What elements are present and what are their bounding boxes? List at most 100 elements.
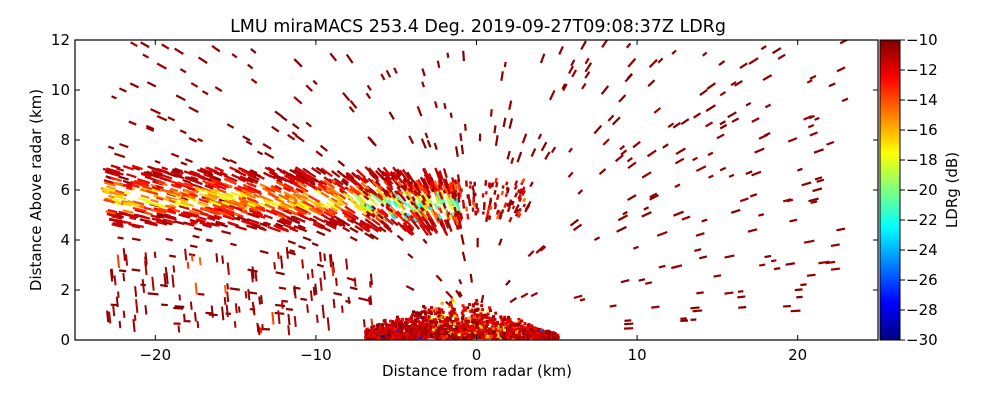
data-point	[103, 179, 115, 185]
data-point	[515, 208, 520, 214]
data-point	[438, 336, 442, 340]
data-point	[128, 120, 137, 126]
data-point	[448, 328, 452, 332]
data-point	[384, 327, 388, 331]
data-point	[180, 201, 194, 208]
data-point	[440, 195, 444, 201]
data-point	[112, 305, 116, 317]
data-point	[285, 246, 289, 259]
data-point	[440, 308, 444, 312]
data-point	[459, 327, 463, 331]
data-point	[514, 180, 519, 186]
data-point	[453, 179, 458, 185]
data-point	[449, 304, 453, 308]
data-point	[479, 312, 483, 316]
data-point	[456, 174, 461, 183]
data-point	[459, 213, 463, 220]
data-point	[508, 216, 513, 223]
data-point	[516, 320, 520, 324]
data-point	[191, 207, 203, 213]
data-point	[446, 336, 450, 340]
data-point	[579, 298, 586, 302]
data-point	[402, 332, 406, 336]
data-point	[119, 142, 129, 149]
data-point	[276, 219, 286, 225]
data-point	[280, 255, 284, 269]
data-point	[373, 211, 378, 216]
data-point	[333, 203, 343, 211]
data-point	[331, 266, 335, 277]
data-point	[555, 334, 559, 338]
data-point	[436, 60, 441, 69]
data-point	[178, 204, 190, 211]
data-point	[409, 336, 413, 340]
data-point	[207, 183, 215, 189]
data-point	[234, 169, 247, 177]
data-point	[291, 131, 298, 137]
data-point	[653, 107, 662, 114]
data-point	[183, 184, 196, 191]
data-point	[429, 306, 433, 310]
data-point	[237, 205, 245, 210]
data-point	[474, 302, 478, 306]
data-point	[442, 184, 448, 194]
data-point	[403, 183, 408, 188]
data-point	[444, 332, 448, 336]
data-point	[259, 327, 263, 334]
data-point	[448, 214, 453, 220]
data-point	[427, 205, 432, 211]
data-point	[482, 322, 486, 326]
data-point	[473, 331, 477, 335]
data-point	[247, 289, 251, 301]
data-point	[389, 330, 393, 334]
data-point	[549, 331, 553, 335]
data-point	[522, 203, 527, 208]
data-point	[448, 318, 452, 322]
data-point	[503, 317, 507, 321]
data-point	[507, 333, 511, 337]
data-point	[487, 182, 491, 188]
data-point	[165, 271, 169, 285]
data-point	[312, 286, 316, 296]
data-point	[806, 79, 813, 84]
data-point	[296, 192, 307, 201]
data-point	[114, 189, 125, 195]
data-point	[487, 203, 492, 210]
colorbar-tick-label: −12	[906, 61, 938, 79]
data-point	[114, 170, 124, 176]
data-point	[144, 305, 148, 315]
data-point	[470, 332, 474, 336]
data-point	[571, 69, 578, 78]
data-point	[434, 307, 438, 311]
data-point	[429, 312, 433, 316]
data-point	[287, 201, 297, 208]
data-point	[438, 170, 444, 180]
data-point	[230, 242, 237, 247]
data-point	[132, 166, 141, 171]
data-point	[438, 191, 443, 197]
data-point	[350, 218, 363, 228]
data-point	[331, 261, 335, 273]
data-point	[482, 334, 486, 338]
data-point	[381, 331, 385, 335]
data-point	[377, 209, 384, 216]
data-point	[181, 192, 189, 198]
data-point	[462, 318, 466, 322]
data-point	[444, 323, 448, 327]
data-point	[288, 209, 298, 215]
data-point	[466, 309, 470, 313]
data-point	[424, 132, 429, 139]
data-point	[126, 201, 141, 208]
data-point	[662, 143, 669, 149]
data-point	[190, 178, 203, 186]
data-point	[464, 319, 468, 323]
data-point	[264, 186, 276, 193]
data-point	[626, 157, 633, 163]
data-point	[169, 254, 176, 258]
data-point	[267, 166, 276, 173]
data-point	[611, 116, 621, 126]
data-point	[228, 204, 243, 212]
data-point	[440, 324, 444, 328]
data-point	[814, 176, 823, 181]
data-point	[353, 277, 357, 287]
